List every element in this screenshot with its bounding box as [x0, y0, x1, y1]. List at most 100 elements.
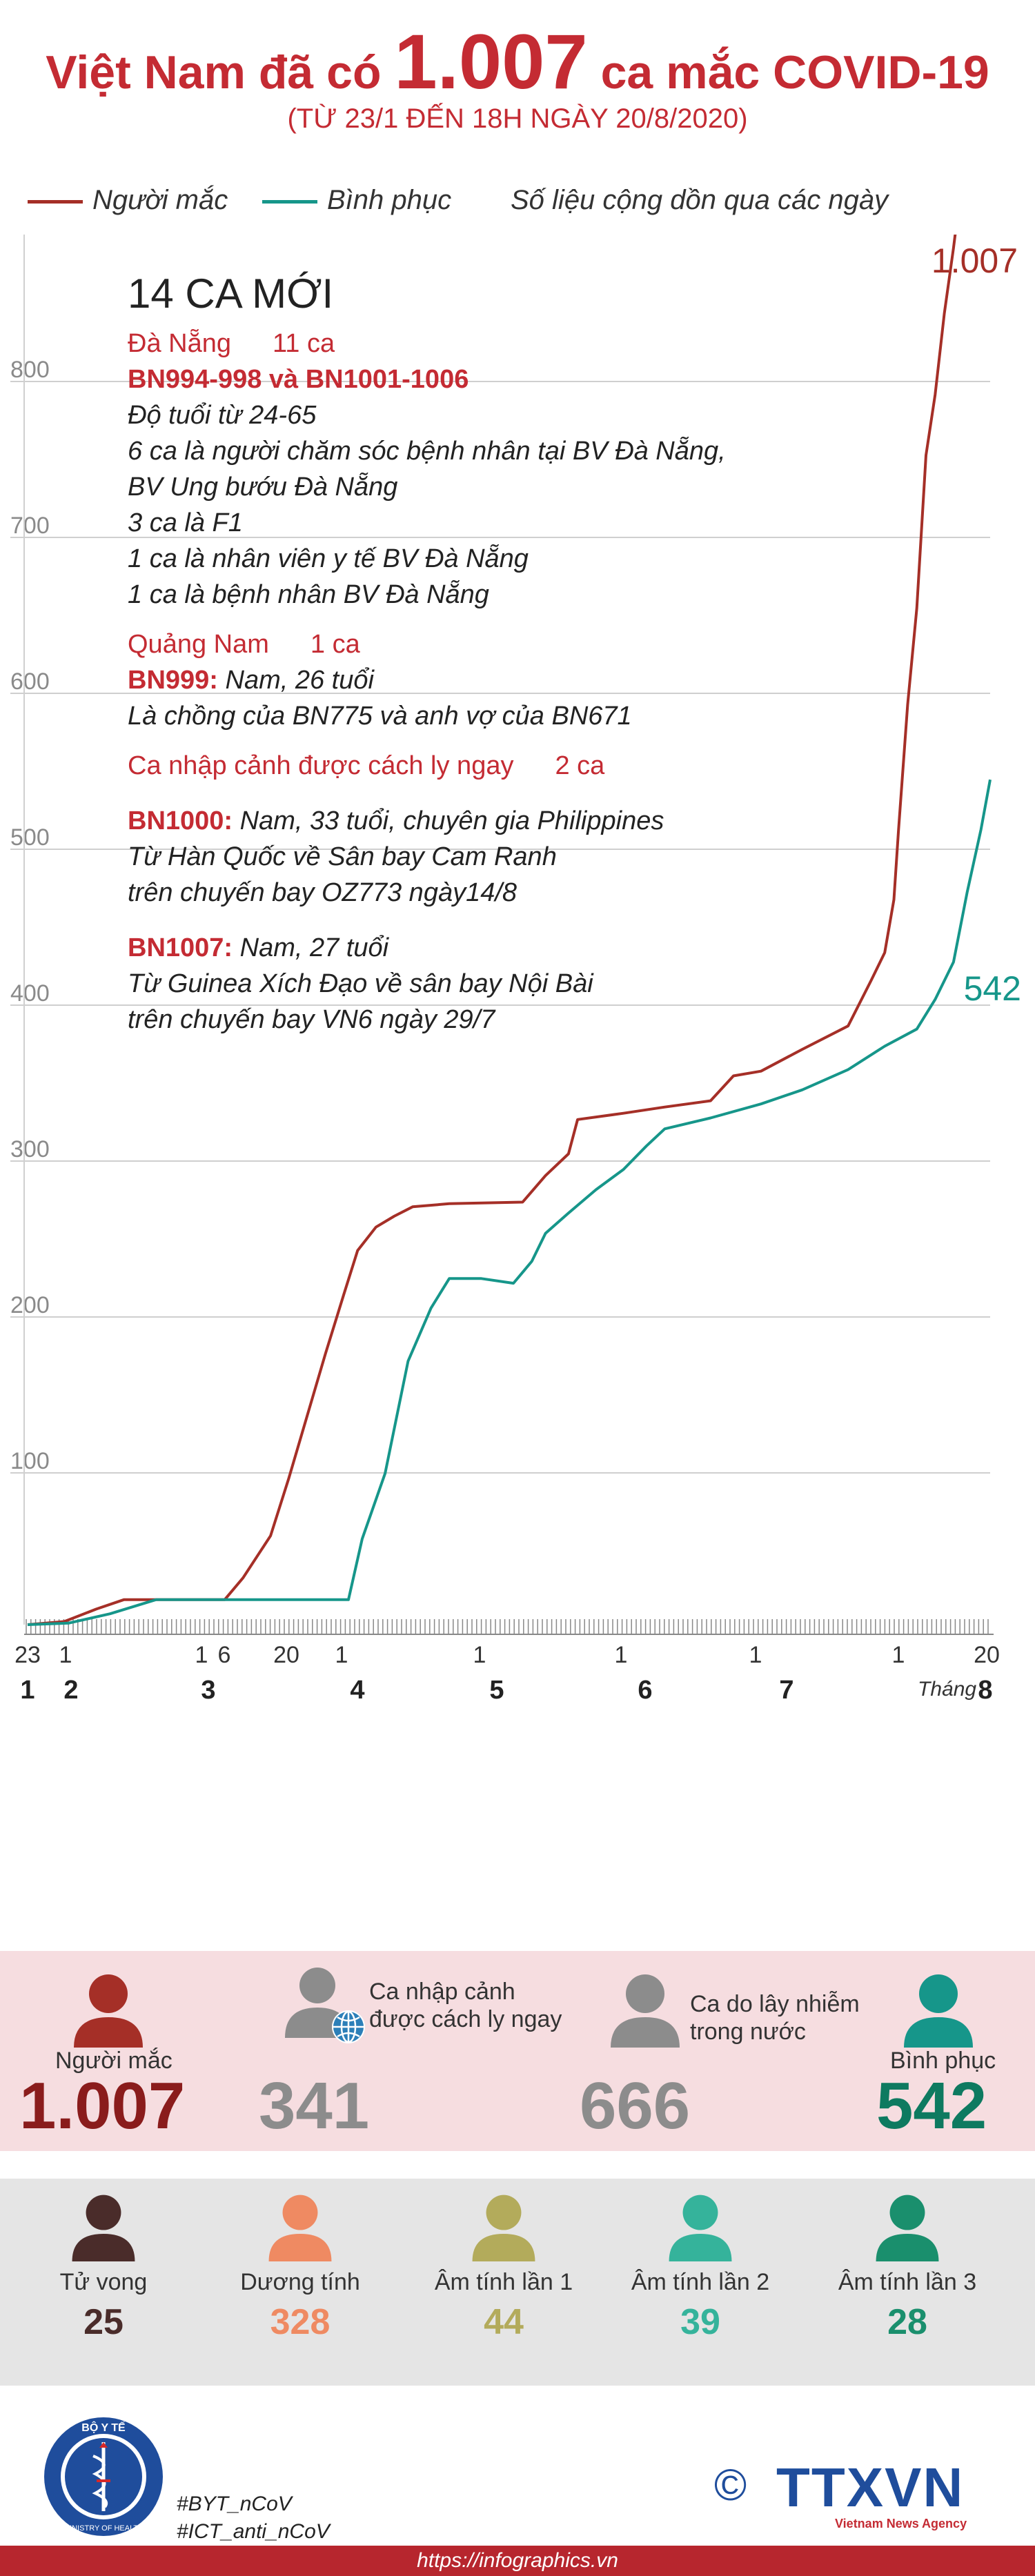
website-link[interactable]: https://infographics.vn	[417, 2549, 618, 2572]
spacer	[128, 784, 790, 803]
region-name: Quảng Nam	[128, 630, 269, 659]
status-label: Tử vong	[59, 2269, 148, 2295]
person-recovered-icon	[904, 1974, 973, 2048]
recovered-end-label: 542	[964, 969, 1021, 1008]
ttxvn-logo: TTXVN	[776, 2457, 965, 2518]
x-month-label: 6	[638, 1676, 652, 1705]
footer-hashtags: #BYT_nCoV #ICT_anti_nCoV	[177, 2490, 330, 2546]
status-value: 328	[270, 2302, 331, 2342]
case-line: BV Ung bướu Đà Nẵng	[128, 473, 398, 502]
x-month-label: 1	[20, 1676, 34, 1705]
local-label-1: Ca do lây nhiễm	[690, 1991, 860, 2017]
month-word-label: Tháng	[918, 1678, 976, 1701]
x-day-label: 1	[749, 1642, 762, 1668]
x-day-label: 1	[615, 1642, 628, 1668]
case-line: trên chuyến bay OZ773 ngày14/8	[128, 878, 518, 907]
y-tick-label: 400	[10, 980, 50, 1007]
person-imported-icon	[285, 1968, 365, 2043]
cases-series-line	[27, 235, 957, 1626]
case-line: Độ tuổi từ 24-65	[128, 401, 317, 430]
region-danang: Đà Nẵng 11 ca	[128, 326, 790, 361]
summary-panel: Người mắc 1.007 Ca nhập cảnh được cách l…	[0, 1951, 1035, 2151]
person-status-icon	[669, 2194, 732, 2261]
case-first-line: Nam, 27 tuổi	[233, 933, 389, 962]
cases-end-label: 1.007	[931, 241, 1018, 280]
legend-cases-line	[28, 199, 83, 204]
recovered-value: 542	[876, 2069, 987, 2143]
status-item: Dương tính 328	[231, 2192, 369, 2343]
local-label-2: trong nước	[690, 2019, 806, 2045]
legend-cases: Người mắc	[28, 185, 228, 216]
ministry-of-health-logo: BỘ Y TẾ MINISTRY OF HEALTH	[44, 2417, 163, 2536]
case-first-line: Nam, 33 tuổi, chuyên gia Philippines	[233, 806, 664, 835]
region-count: 2 ca	[555, 751, 605, 780]
url-bar	[0, 2546, 1035, 2576]
case-line: trên chuyến bay VN6 ngày 29/7	[128, 1005, 495, 1034]
page-title: Việt Nam đã có 1.007 ca mắc COVID-19	[0, 21, 1035, 114]
legend-recovered: Bình phục	[262, 185, 451, 216]
x-month-label: 3	[201, 1676, 215, 1705]
x-day-label: 1	[335, 1642, 348, 1668]
status-value: 44	[484, 2302, 524, 2342]
status-item: Âm tính lần 3 28	[828, 2192, 987, 2343]
status-label: Âm tính lần 1	[434, 2269, 573, 2295]
x-day-label: 20	[974, 1642, 1000, 1668]
cases-value: 1.007	[19, 2069, 186, 2143]
y-tick-label: 200	[10, 1292, 50, 1318]
hashtag-byt[interactable]: #BYT_nCoV	[177, 2493, 292, 2515]
case-line: 3 ca là F1	[128, 508, 243, 537]
case-id: BN1007:	[128, 933, 233, 962]
legend-recovered-line	[262, 199, 317, 204]
legend-note: Số liệu cộng dồn qua các ngày	[511, 185, 889, 215]
ministry-arc-text: BỘ Y TẾ	[81, 2421, 126, 2434]
agency-en-name: Vietnam News Agency	[835, 2517, 967, 2530]
imported-label-2: được cách ly ngay	[369, 2006, 562, 2032]
person-status-icon	[876, 2194, 939, 2261]
region-imported: Ca nhập cảnh được cách ly ngay 2 ca	[128, 748, 790, 784]
region-count: 11 ca	[272, 329, 335, 358]
case-line: Từ Guinea Xích Đạo về sân bay Nội Bài	[128, 969, 593, 998]
x-day-label: 1	[59, 1642, 72, 1668]
region-name: Đà Nẵng	[128, 329, 231, 358]
status-label: Âm tính lần 2	[631, 2269, 770, 2295]
y-tick-label: 100	[10, 1448, 50, 1474]
x-month-label: 5	[489, 1676, 504, 1705]
x-month-label: 7	[779, 1676, 793, 1705]
case-line: 1 ca là nhân viên y tế BV Đà Nẵng	[128, 544, 529, 573]
person-cases-icon	[74, 1974, 143, 2048]
imported-label-1: Ca nhập cảnh	[369, 1979, 515, 2005]
ministry-en-text: MINISTRY OF HEALTH	[63, 2524, 144, 2533]
case-line: Từ Hàn Quốc về Sân bay Cam Ranh	[128, 842, 557, 871]
hashtag-ict[interactable]: #ICT_anti_nCoV	[177, 2520, 330, 2543]
y-tick-label: 800	[10, 357, 50, 383]
y-tick-label: 700	[10, 513, 50, 539]
y-tick-label: 300	[10, 1136, 50, 1162]
new-cases-heading: 14 CA MỚI	[128, 270, 334, 317]
legend-recovered-label: Bình phục	[327, 185, 452, 215]
person-status-icon	[268, 2194, 332, 2261]
case-line: 1 ca là bệnh nhân BV Đà Nẵng	[128, 580, 489, 609]
recovered-series-line	[27, 779, 992, 1626]
imported-value: 341	[259, 2069, 370, 2143]
status-value: 25	[83, 2302, 124, 2342]
status-label: Âm tính lần 3	[838, 2269, 977, 2295]
person-status-icon	[72, 2194, 135, 2261]
x-month-label: 8	[978, 1676, 992, 1705]
case-id: BN994-998 và BN1001-1006	[128, 365, 469, 394]
case-summary: BN1000: Nam, 33 tuổi, chuyên gia Philipp…	[128, 803, 790, 839]
case-line: Là chồng của BN775 và anh vợ của BN671	[128, 702, 632, 731]
case-first-line: Nam, 26 tuổi	[217, 666, 374, 695]
case-id: BN1000:	[128, 806, 233, 835]
case-summary: BN1007: Nam, 27 tuổi	[128, 930, 790, 966]
page-subtitle: (TỪ 23/1 ĐẾN 18H NGÀY 20/8/2020)	[287, 103, 748, 134]
x-day-label: 1	[195, 1642, 208, 1668]
x-day-label: 23	[14, 1642, 41, 1668]
local-value: 666	[580, 2069, 691, 2143]
region-count: 1 ca	[310, 630, 360, 659]
spacer	[128, 911, 790, 930]
status-label: Dương tính	[240, 2269, 360, 2295]
y-tick-label: 500	[10, 824, 50, 851]
legend-cases-label: Người mắc	[92, 185, 228, 215]
person-status-icon	[472, 2194, 535, 2261]
status-panel: Tử vong 25 Dương tính 328 Âm tính lần 1 …	[0, 2179, 1035, 2386]
